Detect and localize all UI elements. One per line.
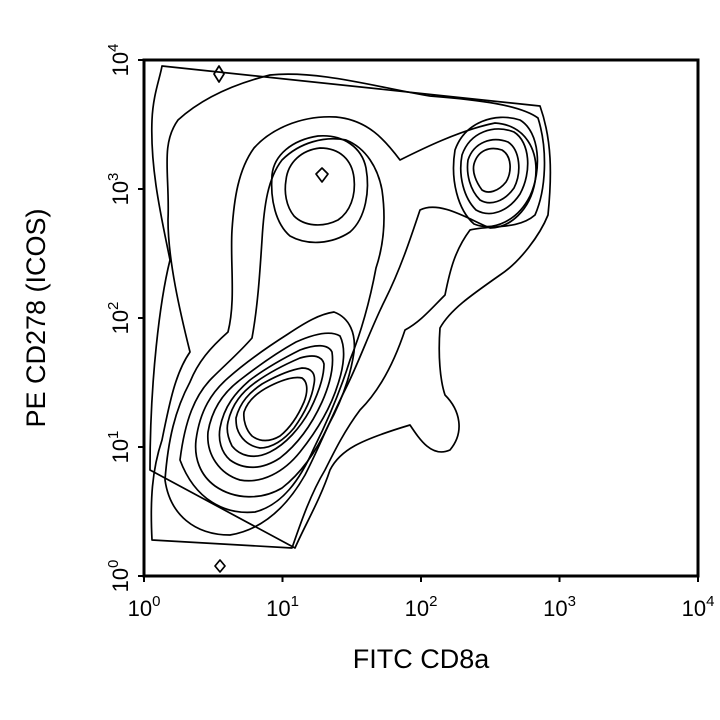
y-tick-label: 100 [105, 560, 133, 593]
x-axis-title: FITC CD8a [353, 644, 491, 674]
y-tick-label: 101 [105, 431, 133, 464]
x-tick-label: 102 [405, 593, 438, 621]
y-tick-label: 104 [105, 44, 133, 77]
contour-level-3 [179, 137, 385, 514]
contour-level-6 [218, 344, 334, 469]
contour-level-0 [149, 65, 552, 549]
x-tick-label: 104 [682, 593, 715, 621]
y-tick-label: 102 [105, 302, 133, 335]
contour-level-2 [164, 116, 537, 536]
contour-level-15 [466, 138, 520, 204]
contour-level-11 [284, 147, 356, 226]
contour-level-5 [207, 332, 345, 482]
contour-level-9 [242, 376, 308, 442]
x-axis: 100 101 102 103 104 [128, 576, 715, 621]
contour-level-13 [452, 116, 539, 228]
contour-level-10 [270, 135, 369, 244]
x-tick-label: 103 [543, 593, 576, 621]
contour-level-14 [459, 128, 529, 215]
x-tick-label: 101 [266, 593, 299, 621]
contour-level-18 [214, 559, 226, 573]
contour-level-17 [213, 65, 225, 83]
contour-lines [149, 65, 552, 573]
contour-level-4 [194, 311, 356, 498]
y-axis: 100 101 102 103 104 [105, 44, 144, 593]
contour-level-12 [315, 167, 329, 183]
x-tick-label: 100 [128, 593, 161, 621]
y-axis-title: PE CD278 (ICOS) [21, 208, 51, 427]
y-tick-label: 103 [105, 173, 133, 206]
contour-level-16 [472, 147, 511, 193]
contour-level-7 [226, 355, 325, 458]
contour-level-1 [150, 73, 546, 549]
contour-level-8 [235, 367, 316, 449]
